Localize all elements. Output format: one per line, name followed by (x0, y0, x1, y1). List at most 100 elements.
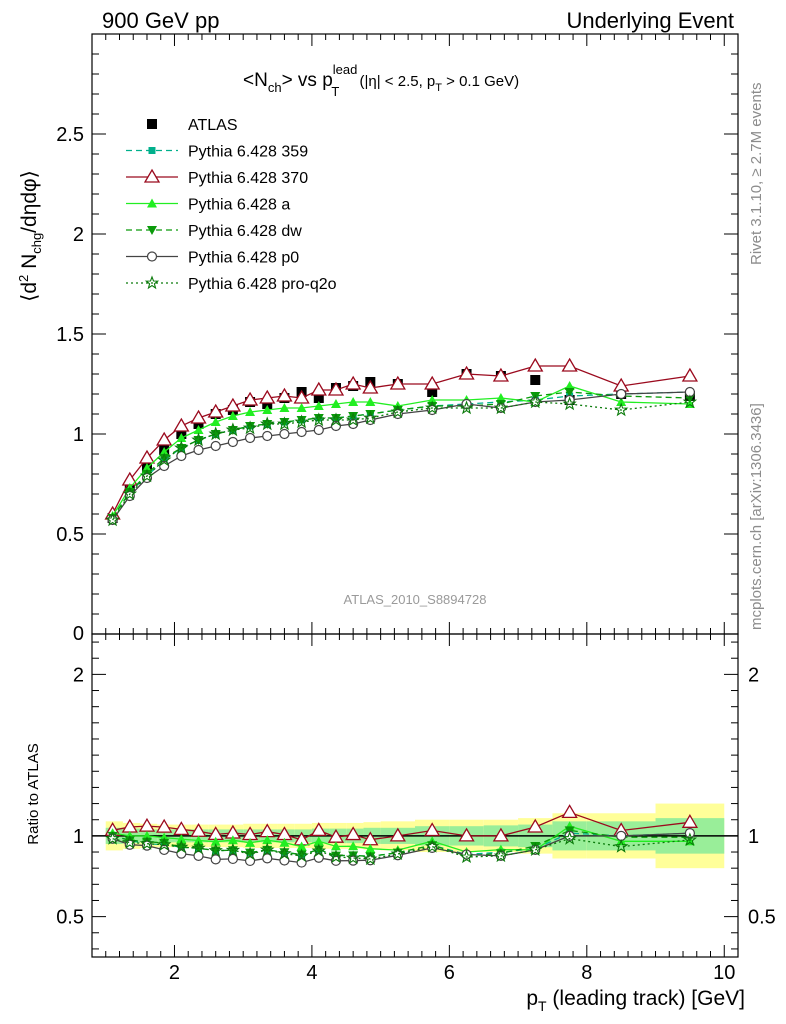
ratio-point-pa (279, 837, 290, 847)
ratio-point-p370 (681, 814, 699, 828)
data-point-pdw (279, 418, 290, 427)
data-point-pp0 (227, 436, 238, 448)
data-point-pdw (159, 454, 170, 463)
data-point-atlas (313, 393, 324, 403)
ratio-point-pq2o (105, 831, 120, 845)
legend-marker-pa (147, 198, 157, 208)
ratio-point-pq2o (157, 837, 172, 851)
data-point-p370 (327, 381, 345, 396)
data-point-pdw (564, 388, 575, 397)
data-point-pa (495, 393, 506, 402)
ratio-point-pa (313, 836, 324, 846)
data-point-pa (159, 447, 170, 456)
data-point-p370 (527, 357, 544, 372)
y-tick-label: 0 (73, 623, 84, 645)
data-point-p370 (424, 375, 441, 390)
ratio-point-pq2o (225, 842, 241, 857)
legend-marker-pdw (147, 226, 157, 235)
data-point-pp0 (193, 444, 204, 456)
ratio-y-tick-label: 0.5 (56, 907, 84, 929)
data-point-pq2o (363, 410, 378, 425)
ratio-point-pa (330, 841, 341, 851)
ratio-y-axis-label: Ratio to ATLAS (25, 743, 42, 844)
ratio-point-pq2o (208, 843, 223, 857)
ratio-point-pq2o (528, 842, 543, 856)
mcplots-reference-label: mcplots.cern.ch [arXiv:1306.3436] (748, 403, 765, 630)
ratio-point-pp0 (616, 830, 627, 841)
data-point-pp0 (313, 424, 324, 436)
rivet-version-label: Rivet 3.1.10, ≥ 2.7M events (748, 82, 765, 266)
ratio-y-tick-label-right: 2 (748, 664, 759, 686)
data-point-pq2o (562, 396, 577, 411)
data-point-p370 (310, 381, 327, 396)
data-point-pdw (348, 412, 359, 421)
ratio-point-pq2o (614, 838, 629, 853)
data-point-p370 (173, 417, 190, 432)
ratio-point-pa (176, 834, 187, 844)
legend-label-p370: Pythia 6.428 370 (188, 170, 308, 187)
data-series (104, 357, 699, 868)
data-point-pq2o (259, 416, 275, 431)
legend-marker-pq2o (144, 275, 160, 290)
data-point-pq2o (174, 440, 189, 455)
ratio-point-pp0 (262, 853, 273, 864)
ratio-point-pq2o (191, 840, 206, 855)
ratio-point-pa (365, 843, 376, 853)
ratio-point-pa (193, 835, 204, 845)
ratio-y-tick-label: 2 (73, 664, 84, 686)
data-point-pdw (245, 422, 256, 431)
legend-label-atlas: ATLAS (188, 117, 238, 134)
data-point-atlas (262, 399, 273, 409)
x-tick-label: 10 (713, 962, 735, 984)
data-point-p370 (190, 409, 207, 424)
ratio-point-pa (227, 835, 238, 845)
legend-marker-atlas (147, 119, 157, 129)
legend: ATLAS Pythia 6.428 359 Pythia 6.428 370 Pyt… (126, 117, 337, 293)
data-point-pdw (365, 410, 376, 419)
ratio-point-p370 (389, 827, 406, 842)
ratio-point-pq2o (425, 839, 440, 853)
data-point-pq2o (242, 420, 258, 435)
data-point-pa (210, 417, 221, 426)
legend-label-p359: Pythia 6.428 359 (188, 144, 308, 161)
ratio-point-pa (245, 837, 256, 847)
data-point-pdw (330, 414, 341, 423)
axis-ticks: 2 4 6 8 10 0.5 1 1.5 2 2.5 0 0.5 0.5 1 1 2 2 (56, 33, 776, 984)
data-point-pa (330, 399, 341, 408)
data-point-pq2o (225, 422, 241, 437)
data-point-pp0 (279, 428, 290, 440)
ratio-point-p370 (561, 804, 578, 819)
x-tick-label: 8 (581, 962, 592, 984)
data-point-p370 (276, 387, 293, 402)
ratio-point-pq2o (459, 849, 474, 864)
ratio-point-p370 (310, 822, 327, 837)
ratio-point-pp0 (227, 853, 238, 865)
ratio-point-pq2o (345, 850, 361, 865)
header-collision-label: 900 GeV pp (102, 8, 220, 33)
data-point-pa (193, 425, 204, 434)
series-pp0 (107, 386, 695, 868)
ratio-point-pq2o (311, 843, 326, 858)
data-point-p370 (156, 431, 173, 446)
data-point-p370 (345, 375, 362, 390)
ratio-point-pq2o (174, 839, 189, 854)
data-point-p370 (241, 391, 259, 406)
y-tick-label: 1.5 (56, 324, 84, 346)
ratio-point-pdw (279, 848, 290, 858)
legend-label-pdw: Pythia 6.428 dw (188, 223, 302, 240)
y-tick-label: 0.5 (56, 524, 84, 546)
ratio-point-pdw (313, 845, 324, 855)
data-point-pp0 (176, 450, 187, 462)
ratio-point-p370 (345, 826, 362, 841)
data-point-pq2o (614, 402, 629, 417)
series-pdw (107, 388, 695, 862)
data-point-pa (296, 403, 307, 412)
ratio-point-p370 (424, 822, 441, 837)
data-point-pq2o (191, 432, 206, 447)
ratio-point-pq2o (122, 834, 137, 849)
data-point-pa (616, 397, 627, 406)
ratio-point-pdw (159, 838, 170, 848)
ratio-y-tick-label-right: 0.5 (748, 907, 776, 929)
ratio-point-pq2o (682, 832, 698, 847)
